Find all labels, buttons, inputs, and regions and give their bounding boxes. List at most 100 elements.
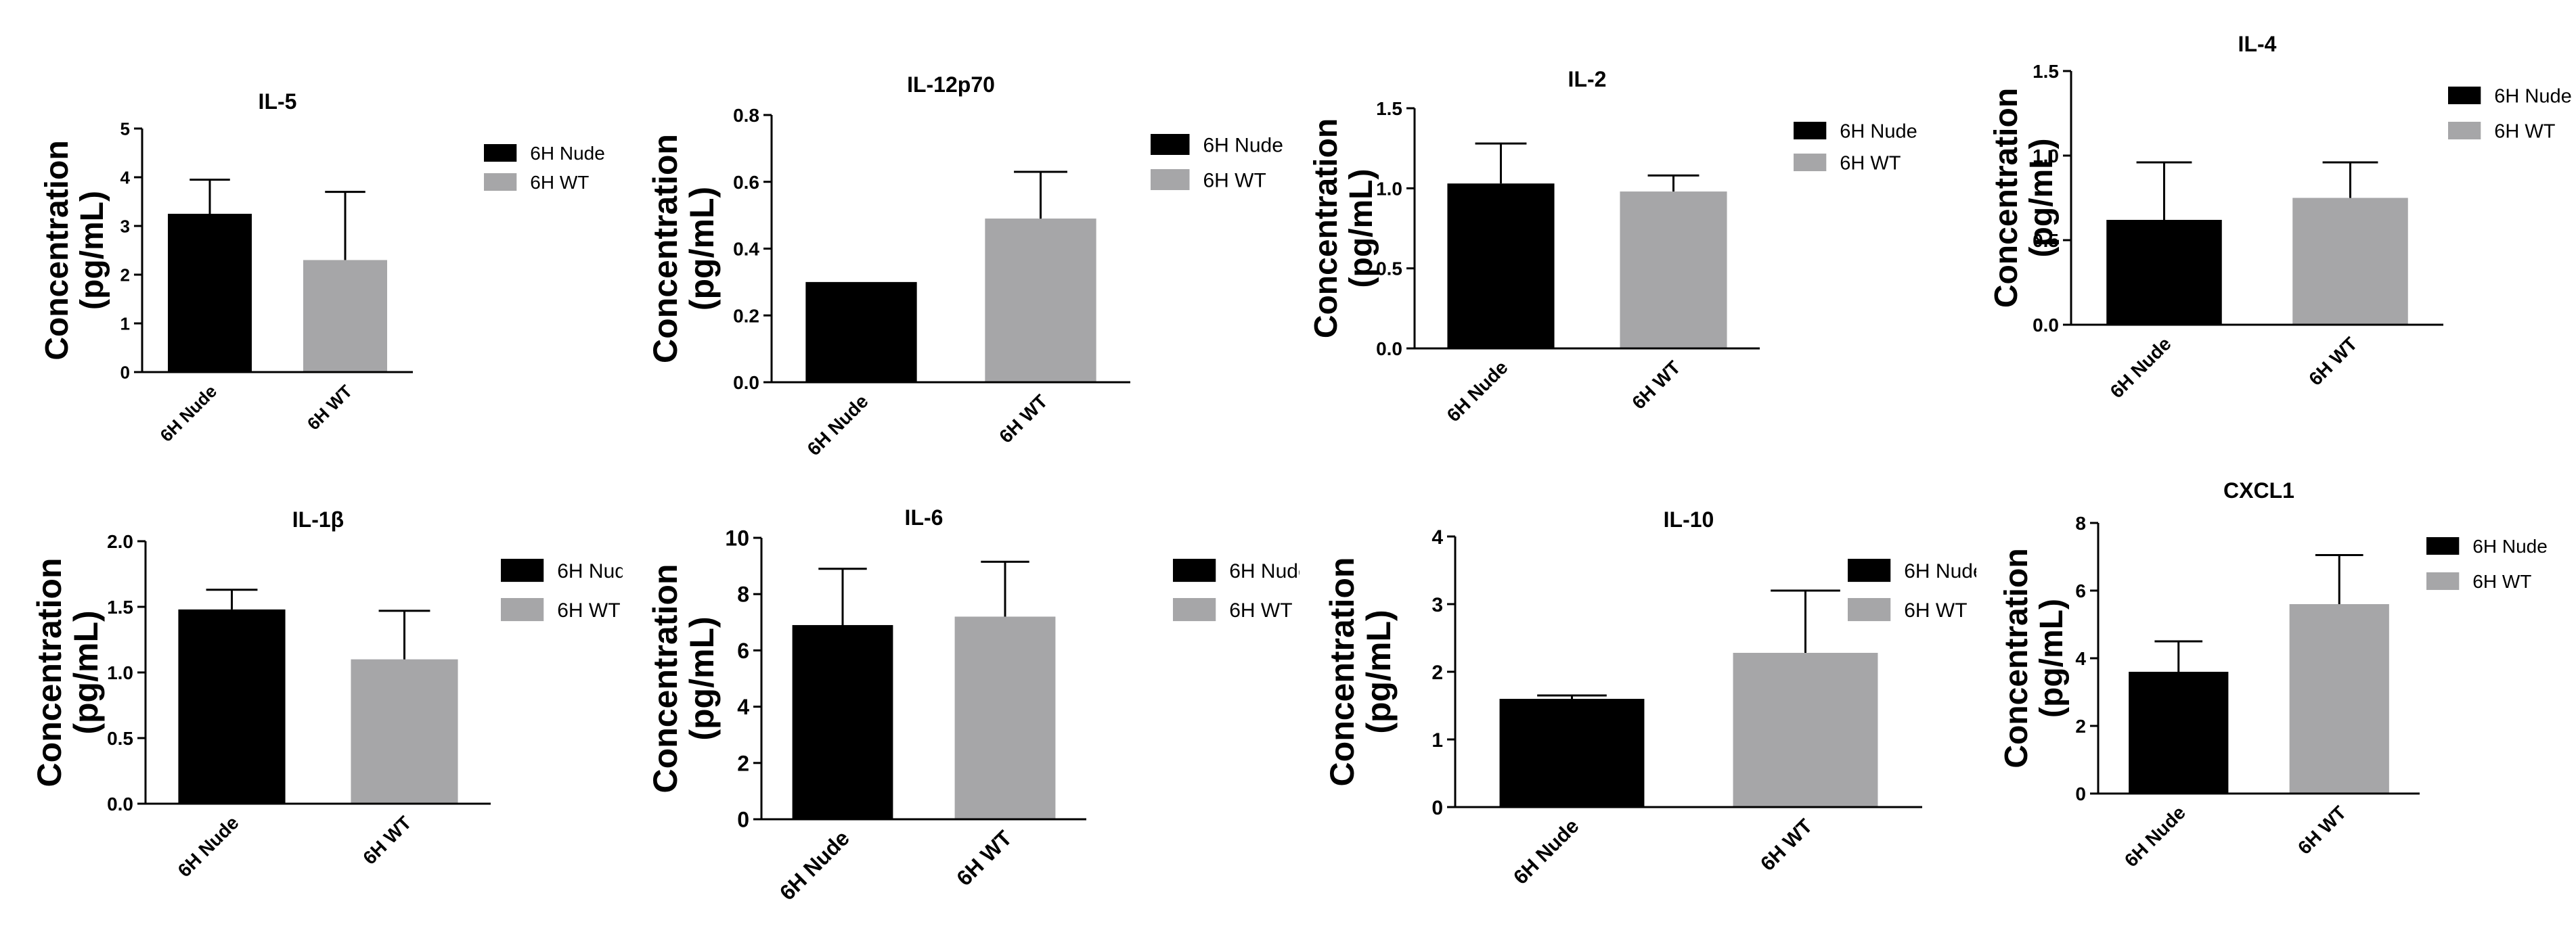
y-axis-label: Concentration(pg/mL) [39, 140, 110, 360]
bar-wt [954, 616, 1056, 819]
x-tick-label: 6H WT [2294, 802, 2351, 858]
y-tick-label: 1.5 [2033, 61, 2059, 82]
legend-label-nude: 6H Nude [1904, 560, 1976, 582]
legend-swatch-wt [501, 598, 544, 622]
chart-panel-1: IL-5 6H Nude 6H WT 0 1 2 3 4 5 Concentration(pg/m… [39, 89, 605, 446]
y-axis-label-line: Concentration [1308, 118, 1344, 338]
bar-nude [178, 609, 286, 804]
y-tick-label: 1.5 [107, 597, 133, 618]
legend-label-wt: 6H WT [1840, 152, 1901, 174]
y-tick-label: 6 [737, 639, 749, 663]
legend-swatch-wt [1151, 169, 1190, 190]
bar-nude [1499, 699, 1645, 807]
y-tick-label: 3 [120, 216, 130, 236]
chart-panel-3: IL-26H Nude 6H WT0.00.51.01.5Concentratio… [1308, 67, 1917, 426]
y-tick-label: 6 [2075, 580, 2086, 601]
y-tick-label: 4 [2075, 648, 2086, 669]
y-tick-label: 1 [1431, 729, 1443, 752]
legend: 6H Nude 6H WT [1794, 120, 1917, 174]
legend-swatch-nude [501, 559, 544, 582]
bar-wt [2289, 604, 2389, 794]
y-tick-label: 2 [120, 265, 130, 285]
legend-label-wt: 6H WT [1904, 599, 1967, 622]
x-tick-label: 6H Nude [1443, 357, 1512, 426]
y-tick-label: 8 [2075, 513, 2086, 534]
legend-swatch-nude [2448, 87, 2481, 105]
legend-label-wt: 6H WT [1203, 169, 1266, 191]
legend: 6H Nude 6H WT [1173, 559, 1300, 622]
y-tick-label: 0.2 [733, 305, 759, 326]
legend-label-nude: 6H Nude [1840, 120, 1917, 142]
legend: 6H Nude 6H WT [2448, 85, 2572, 142]
legend-label-nude: 6H Nude [530, 143, 605, 164]
legend-swatch-wt [2426, 572, 2460, 591]
y-tick-label: 1.0 [1376, 178, 1402, 199]
bar-wt [2292, 198, 2408, 325]
chart-panel-4: IL-4 6H Nude 6H WT 0.0 0.5 1.0 1.5 Concentratio… [1989, 32, 2572, 403]
y-tick-label: 0.0 [2033, 315, 2059, 336]
y-tick-label: 4 [120, 167, 131, 187]
y-axis-label: Concentration(pg/mL) [1308, 118, 1379, 338]
legend-swatch-wt [1848, 598, 1891, 622]
legend-label-nude: 6H Nude [2472, 536, 2548, 557]
y-axis-label-line: Concentration [646, 564, 684, 794]
y-tick-label: 2 [2075, 716, 2086, 737]
y-axis-label: Concentration(pg/mL) [30, 558, 105, 787]
chart-title: IL-10 [1664, 507, 1714, 532]
legend-label-nude: 6H Nude [2494, 85, 2571, 107]
y-axis-label-line: (pg/mL) [1360, 610, 1398, 733]
y-axis-label-line: Concentration [39, 140, 75, 360]
legend-swatch-wt [2448, 122, 2481, 140]
y-axis-label-line: (pg/mL) [683, 187, 721, 311]
y-tick-label: 0.5 [2033, 230, 2059, 251]
y-axis-label-line: Concentration [1989, 88, 2024, 308]
legend: 6H Nude 6H WT [1151, 134, 1283, 191]
legend-label-wt: 6H WT [2494, 120, 2556, 142]
legend: 6H Nude 6H WT [2426, 536, 2548, 592]
chart-panel-8: CXCL1 6H Nude 6H WT 0 2 4 6 8Concentration(pg/m… [1999, 478, 2548, 871]
y-axis-label-line: (pg/mL) [683, 616, 721, 740]
y-tick-label: 0.5 [1376, 258, 1402, 279]
legend-label-wt: 6H WT [2472, 571, 2531, 592]
bar-wt [1620, 191, 1727, 348]
bar-nude [168, 214, 252, 372]
x-tick-label: 6H WT [1628, 357, 1685, 413]
y-tick-label: 0.0 [107, 794, 133, 815]
y-tick-label: 1.0 [107, 662, 133, 683]
chart-title: CXCL1 [2223, 478, 2294, 503]
y-axis-label: Concentration(pg/mL) [1323, 557, 1398, 787]
y-tick-label: 0 [1431, 797, 1443, 819]
y-axis-label-line: Concentration [646, 134, 684, 363]
chart-panel-2: IL-12p70 6H Nude 6H WT 0.0 0.2 0.4 0.6 0.8 Conce… [646, 72, 1283, 460]
x-tick-label: 6H WT [359, 812, 416, 869]
y-tick-label: 2.0 [107, 531, 133, 552]
y-tick-label: 0.0 [1376, 338, 1402, 359]
legend-swatch-nude [2426, 537, 2460, 555]
y-tick-label: 0 [2075, 783, 2086, 804]
x-tick-label: 6H WT [2305, 333, 2361, 390]
legend-label-wt: 6H WT [557, 599, 620, 622]
legend-label-nude: 6H Nude [1203, 134, 1283, 156]
chart-panel-6: IL-66H Nude 6H WT0246810Concentration(pg/… [646, 505, 1300, 905]
y-axis-label-line: (pg/mL) [2024, 139, 2060, 258]
x-tick-label: 6H Nude [1509, 815, 1583, 889]
x-tick-label: 6H Nude [2120, 802, 2190, 871]
chart-title: IL-5 [259, 89, 297, 114]
legend-label-wt: 6H WT [1229, 599, 1292, 622]
y-axis-label-line: (pg/mL) [67, 610, 105, 734]
x-tick-label: 6H Nude [775, 825, 854, 904]
y-tick-label: 0.4 [733, 239, 759, 260]
x-tick-label: 6H WT [952, 825, 1017, 890]
y-tick-label: 10 [725, 526, 749, 551]
bar-nude [2106, 220, 2222, 325]
bar-wt [303, 260, 387, 372]
x-tick-label: 6H Nude [174, 812, 243, 881]
y-axis-label: Concentration(pg/mL) [1999, 548, 2070, 768]
chart-title: IL-6 [905, 505, 943, 530]
y-tick-label: 0 [737, 808, 749, 832]
bar-wt [1733, 653, 1878, 807]
legend: 6H Nude 6H WT [484, 143, 605, 193]
legend-swatch-wt [484, 173, 517, 191]
legend-label-nude: 6H Nude [557, 560, 623, 582]
